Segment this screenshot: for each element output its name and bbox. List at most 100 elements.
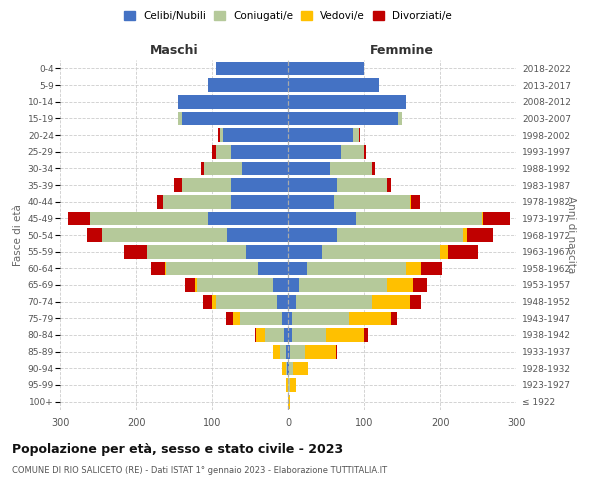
Bar bbox=[212, 145, 216, 158]
Bar bbox=[421, 262, 442, 275]
Bar bbox=[216, 145, 231, 158]
Bar bbox=[288, 378, 290, 392]
Bar bbox=[463, 228, 467, 242]
Bar bbox=[197, 278, 273, 292]
Bar bbox=[246, 245, 288, 258]
Bar bbox=[364, 328, 368, 342]
Bar bbox=[146, 245, 148, 258]
Bar bbox=[212, 295, 216, 308]
Bar bbox=[322, 245, 440, 258]
Bar bbox=[216, 295, 277, 308]
Bar bbox=[200, 162, 205, 175]
Bar bbox=[467, 228, 493, 242]
Bar bbox=[288, 178, 337, 192]
Bar bbox=[166, 262, 257, 275]
Bar bbox=[231, 178, 288, 192]
Bar bbox=[282, 312, 288, 325]
Bar bbox=[91, 212, 208, 225]
Bar bbox=[337, 228, 463, 242]
Bar bbox=[406, 262, 421, 275]
Bar bbox=[356, 212, 482, 225]
Bar bbox=[307, 262, 406, 275]
Bar bbox=[484, 212, 510, 225]
Bar bbox=[341, 145, 364, 158]
Bar bbox=[185, 278, 194, 292]
Bar bbox=[288, 245, 322, 258]
Bar bbox=[277, 295, 288, 308]
Text: Femmine: Femmine bbox=[370, 44, 434, 57]
Bar bbox=[205, 162, 242, 175]
Text: Popolazione per età, sesso e stato civile - 2023: Popolazione per età, sesso e stato civil… bbox=[12, 442, 343, 456]
Bar bbox=[371, 295, 410, 308]
Bar bbox=[288, 312, 292, 325]
Bar bbox=[292, 312, 349, 325]
Bar bbox=[410, 195, 411, 208]
Bar bbox=[398, 112, 402, 125]
Bar bbox=[482, 212, 484, 225]
Bar bbox=[326, 328, 364, 342]
Bar bbox=[292, 328, 326, 342]
Bar bbox=[174, 178, 182, 192]
Bar bbox=[231, 195, 288, 208]
Legend: Celibi/Nubili, Coniugati/e, Vedovi/e, Divorziati/e: Celibi/Nubili, Coniugati/e, Vedovi/e, Di… bbox=[124, 11, 452, 21]
Bar bbox=[364, 145, 366, 158]
Bar bbox=[288, 162, 330, 175]
Bar bbox=[157, 195, 163, 208]
Bar bbox=[287, 362, 288, 375]
Bar bbox=[410, 295, 421, 308]
Bar bbox=[265, 328, 284, 342]
Bar bbox=[284, 328, 288, 342]
Bar bbox=[223, 128, 288, 142]
Bar bbox=[387, 178, 391, 192]
Bar bbox=[337, 178, 387, 192]
Bar bbox=[256, 328, 265, 342]
Bar bbox=[178, 95, 288, 108]
Bar bbox=[288, 295, 296, 308]
Bar bbox=[203, 295, 212, 308]
Bar bbox=[290, 345, 305, 358]
Bar bbox=[290, 378, 296, 392]
Bar bbox=[413, 278, 427, 292]
Bar bbox=[288, 395, 290, 408]
Bar bbox=[288, 212, 356, 225]
Bar bbox=[240, 312, 282, 325]
Bar bbox=[288, 228, 337, 242]
Bar bbox=[330, 162, 371, 175]
Bar bbox=[257, 262, 288, 275]
Bar bbox=[227, 228, 288, 242]
Bar bbox=[231, 145, 288, 158]
Bar bbox=[288, 145, 341, 158]
Bar bbox=[282, 362, 286, 375]
Bar bbox=[182, 178, 231, 192]
Bar bbox=[194, 278, 197, 292]
Bar bbox=[226, 312, 233, 325]
Bar bbox=[286, 378, 288, 392]
Bar bbox=[242, 162, 288, 175]
Bar bbox=[288, 195, 334, 208]
Bar bbox=[391, 312, 397, 325]
Bar bbox=[86, 228, 102, 242]
Bar bbox=[280, 345, 286, 358]
Bar bbox=[218, 128, 220, 142]
Bar bbox=[148, 245, 246, 258]
Bar bbox=[288, 62, 364, 75]
Bar bbox=[151, 262, 165, 275]
Bar bbox=[293, 362, 308, 375]
Bar bbox=[288, 128, 353, 142]
Bar bbox=[288, 278, 299, 292]
Bar bbox=[220, 128, 223, 142]
Bar bbox=[178, 112, 182, 125]
Bar bbox=[448, 245, 478, 258]
Bar bbox=[336, 345, 337, 358]
Bar bbox=[124, 245, 146, 258]
Bar bbox=[216, 62, 288, 75]
Bar bbox=[371, 162, 376, 175]
Text: COMUNE DI RIO SALICETO (RE) - Dati ISTAT 1° gennaio 2023 - Elaborazione TUTTITAL: COMUNE DI RIO SALICETO (RE) - Dati ISTAT… bbox=[12, 466, 387, 475]
Bar bbox=[273, 278, 288, 292]
Bar bbox=[288, 345, 290, 358]
Text: Maschi: Maschi bbox=[149, 44, 199, 57]
Y-axis label: Anni di nascita: Anni di nascita bbox=[566, 196, 575, 274]
Bar bbox=[411, 195, 420, 208]
Bar bbox=[288, 95, 406, 108]
Y-axis label: Fasce di età: Fasce di età bbox=[13, 204, 23, 266]
